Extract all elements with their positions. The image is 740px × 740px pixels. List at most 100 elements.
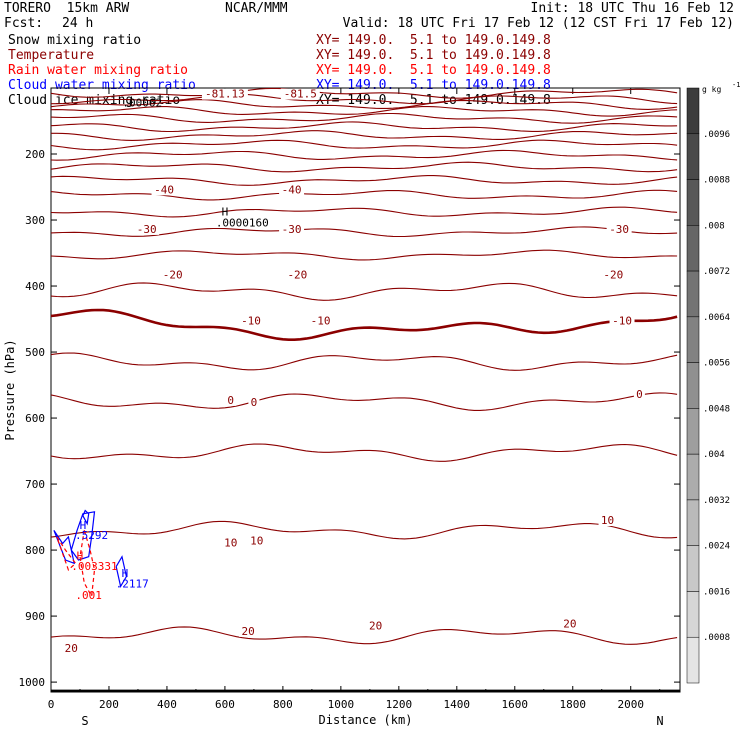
isotherm-label: 20	[563, 618, 576, 631]
isotherm-label: 10	[250, 534, 263, 547]
isotherm-line	[50, 99, 678, 110]
y-tick-label: 800	[25, 544, 45, 557]
valid-time: Valid: 18 UTC Fri 17 Feb 12 (12 CST Fri …	[342, 16, 734, 31]
x-tick-label: 800	[273, 698, 293, 711]
colorbar-label: .0096	[703, 130, 730, 140]
north-endpoint-label: N	[656, 714, 663, 728]
x-tick-label: 1200	[386, 698, 413, 711]
colorbar-swatch	[686, 591, 700, 638]
extremum-label: .0000160	[216, 217, 269, 230]
y-tick-label: 200	[25, 148, 45, 161]
colorbar-swatch	[686, 545, 700, 592]
forecast-label: Fcst:	[4, 16, 44, 31]
colorbar-label: .0008	[703, 633, 730, 643]
isotherm-label-bg	[560, 618, 579, 630]
y-axis-title: Pressure (hPa)	[3, 339, 17, 440]
colorbar-unit: g kg	[702, 85, 721, 94]
isotherm-label: -30	[137, 223, 157, 236]
isotherm-label-bg	[160, 269, 186, 281]
extremum-label: H	[77, 549, 84, 562]
south-endpoint-label: S	[81, 714, 88, 728]
colorbar-swatch	[686, 453, 700, 501]
x-tick-label: 1400	[444, 698, 471, 711]
y-tick-label: 300	[25, 214, 45, 227]
organization: NCAR/MMM	[225, 1, 288, 16]
isotherm-line	[50, 149, 678, 161]
isotherm-line	[50, 392, 678, 411]
extremum-label: .00062	[122, 97, 162, 110]
field-name-snow: Snow mixing ratio	[8, 33, 142, 48]
x-tick-label: 0	[48, 698, 55, 711]
colorbar-swatch	[686, 179, 700, 226]
isotherm-label: -20	[603, 268, 623, 281]
y-tick-label: 400	[25, 280, 45, 293]
isotherm-label: -40	[282, 183, 302, 196]
isotherm-label: 10	[601, 514, 614, 527]
model-title: TORERO 15km ARW	[4, 1, 130, 16]
isotherm-line	[50, 226, 678, 238]
plot-frame	[50, 87, 681, 693]
isotherm-label: -81.5	[284, 88, 317, 101]
colorbar-label: .0056	[703, 359, 730, 369]
colorbar-label: .004	[703, 450, 725, 460]
y-tick-label: 700	[25, 478, 45, 491]
isotherm-label: -20	[287, 268, 307, 281]
x-tick-label: 600	[215, 698, 235, 711]
isotherm-label-bg	[221, 537, 240, 549]
isotherm-label: -10	[241, 315, 261, 328]
isotherm-label: 0	[227, 394, 234, 407]
x-tick-label: 1000	[328, 698, 355, 711]
isotherm-label: 20	[241, 625, 254, 638]
colorbar-swatch	[686, 499, 700, 546]
isotherm-label-bg	[201, 88, 248, 100]
field-xy-cloud-water: XY= 149.0. 5.1 to 149.0.149.8	[316, 78, 551, 93]
x-tick-label: 400	[157, 698, 177, 711]
isotherm-label-bg	[134, 223, 160, 235]
isotherm-label-bg	[633, 388, 645, 400]
colorbar-swatch	[686, 270, 700, 318]
isotherm-label-bg	[62, 643, 81, 655]
colorbar-label: .0048	[703, 404, 730, 414]
forecast-hour: 24 h	[62, 16, 94, 31]
isotherm-label: -20	[163, 268, 183, 281]
isotherm-label: -30	[282, 223, 302, 236]
colorbar-unit-exponent: -1	[732, 81, 740, 89]
y-tick-label: 900	[25, 610, 45, 623]
isotherm-line	[50, 189, 678, 201]
isotherm-line	[50, 282, 678, 301]
extremum-label: .5292	[75, 529, 108, 542]
isotherm-line	[50, 626, 678, 645]
isotherm-label-bg	[247, 535, 266, 547]
isotherm-label-bg	[248, 396, 260, 408]
extremum-label: H	[80, 519, 87, 532]
x-tick-label: 200	[99, 698, 119, 711]
isotherm-label: 10	[224, 536, 237, 549]
colorbar-swatch	[686, 133, 700, 180]
colorbar-label: .0024	[703, 542, 730, 552]
isotherm-label: 20	[65, 642, 78, 655]
colorbar-label: .0016	[703, 587, 730, 597]
isotherm-line	[50, 121, 678, 133]
y-tick-label: 1000	[19, 676, 46, 689]
extremum-label: H	[122, 567, 129, 580]
colorbar-swatch	[686, 636, 700, 684]
cloud-water-contour	[115, 555, 128, 589]
isotherm-label: -81.13	[205, 88, 245, 101]
colorbar-swatch	[686, 408, 700, 455]
isotherm-label: 20	[369, 620, 382, 633]
isotherm-label-bg	[609, 315, 635, 327]
field-xy-temperature: XY= 149.0. 5.1 to 149.0.149.8	[316, 48, 551, 63]
rain-water-contour	[56, 536, 77, 571]
isotherm-label-bg	[225, 394, 237, 406]
field-name-rain: Rain water mixing ratio	[8, 63, 189, 78]
isotherm-label-bg	[600, 269, 626, 281]
isotherm-line	[50, 249, 678, 261]
x-tick-label: 1800	[560, 698, 587, 711]
isotherm-line	[50, 352, 678, 371]
isotherm-label-bg	[151, 184, 177, 196]
isotherm-label: -10	[311, 315, 331, 328]
init-time: Init: 18 UTC Thu 16 Feb 12	[530, 1, 735, 16]
isotherm-label-bg	[366, 620, 385, 632]
isotherm-line	[51, 130, 678, 141]
isotherm-label-bg	[238, 315, 264, 327]
